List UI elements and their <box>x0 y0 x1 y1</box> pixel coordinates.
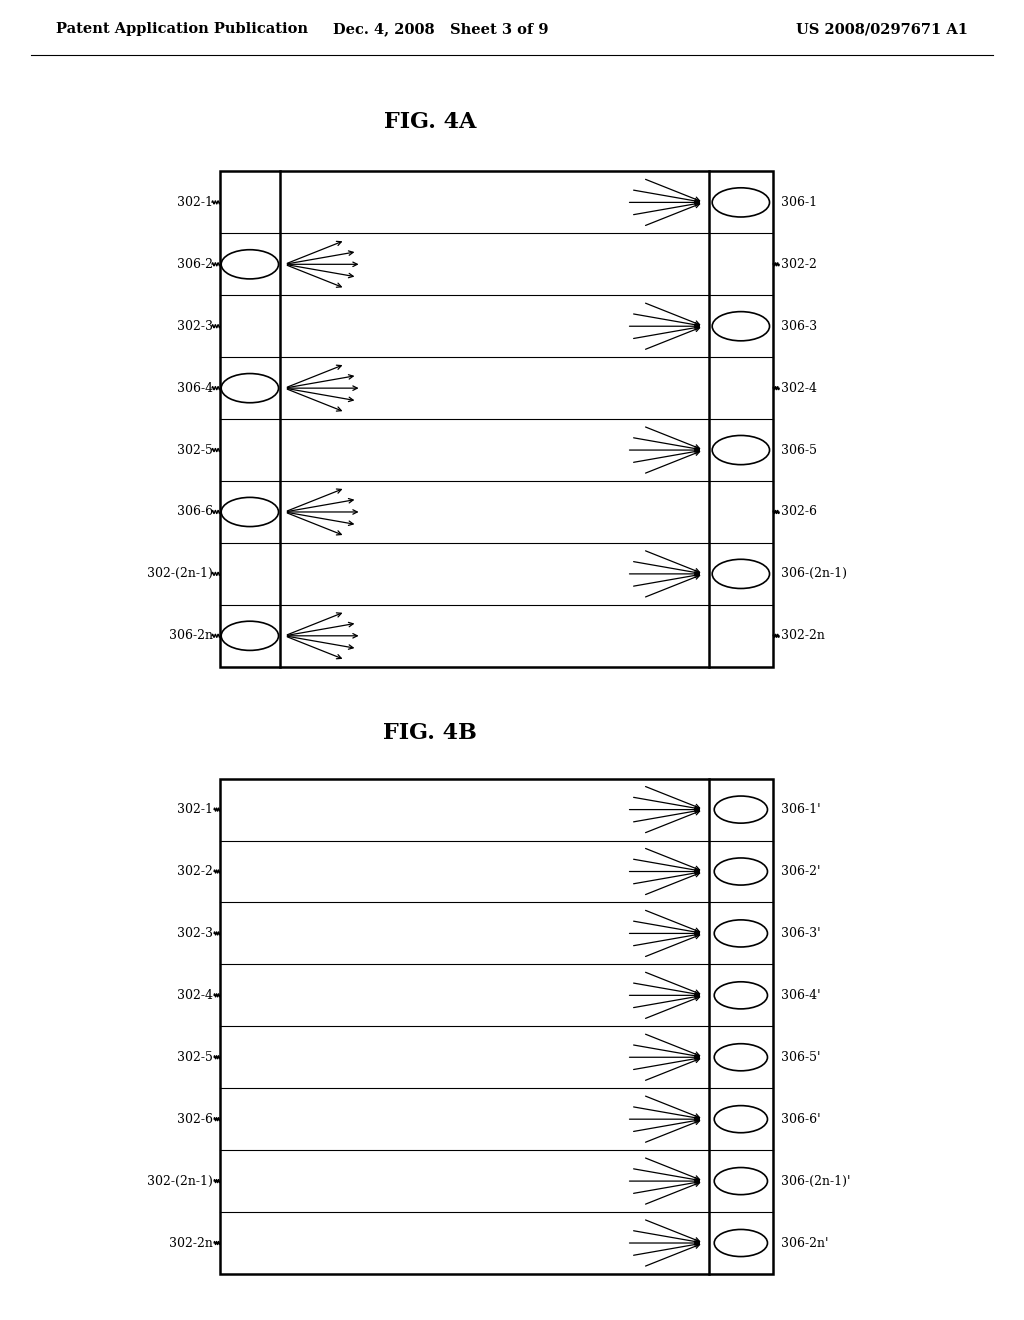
Circle shape <box>715 858 768 886</box>
Text: 302-2n: 302-2n <box>781 630 825 643</box>
Text: 302-1: 302-1 <box>177 803 213 816</box>
Text: 306-(2n-1): 306-(2n-1) <box>781 568 847 581</box>
Text: 302-6: 302-6 <box>177 1113 213 1126</box>
Circle shape <box>715 1167 768 1195</box>
Text: US 2008/0297671 A1: US 2008/0297671 A1 <box>796 22 968 36</box>
Circle shape <box>221 374 279 403</box>
Circle shape <box>713 187 770 216</box>
Text: 302-3: 302-3 <box>177 319 213 333</box>
Circle shape <box>715 1106 768 1133</box>
Bar <box>220 779 773 1274</box>
Text: 302-2: 302-2 <box>781 257 817 271</box>
Circle shape <box>715 1229 768 1257</box>
Bar <box>220 172 773 667</box>
Text: 306-4': 306-4' <box>781 989 821 1002</box>
Text: 306-2n: 306-2n <box>169 630 213 643</box>
Text: 302-4: 302-4 <box>781 381 817 395</box>
Text: 302-3: 302-3 <box>177 927 213 940</box>
Text: 302-1: 302-1 <box>177 195 213 209</box>
Text: 302-(2n-1): 302-(2n-1) <box>147 568 213 581</box>
Text: 302-2n: 302-2n <box>169 1237 213 1250</box>
Text: 306-4: 306-4 <box>177 381 213 395</box>
Text: FIG. 4B: FIG. 4B <box>383 722 477 744</box>
Circle shape <box>713 312 770 341</box>
Text: 302-5: 302-5 <box>177 1051 213 1064</box>
Text: 306-2: 306-2 <box>177 257 213 271</box>
Text: 306-(2n-1)': 306-(2n-1)' <box>781 1175 851 1188</box>
Text: 306-3': 306-3' <box>781 927 821 940</box>
Circle shape <box>221 622 279 651</box>
Text: 306-3: 306-3 <box>781 319 817 333</box>
Text: 302-4: 302-4 <box>177 989 213 1002</box>
Circle shape <box>715 920 768 946</box>
Text: 306-1: 306-1 <box>781 195 817 209</box>
Text: 306-2': 306-2' <box>781 865 821 878</box>
Text: 306-5: 306-5 <box>781 444 817 457</box>
Circle shape <box>713 560 770 589</box>
Text: 302-(2n-1): 302-(2n-1) <box>147 1175 213 1188</box>
Circle shape <box>715 982 768 1008</box>
Circle shape <box>713 436 770 465</box>
Circle shape <box>715 796 768 824</box>
Text: Dec. 4, 2008   Sheet 3 of 9: Dec. 4, 2008 Sheet 3 of 9 <box>333 22 548 36</box>
Circle shape <box>221 249 279 279</box>
Text: 306-2n': 306-2n' <box>781 1237 828 1250</box>
Text: 306-6': 306-6' <box>781 1113 821 1126</box>
Text: FIG. 4A: FIG. 4A <box>384 111 476 133</box>
Text: 302-5: 302-5 <box>177 444 213 457</box>
Circle shape <box>221 498 279 527</box>
Text: Patent Application Publication: Patent Application Publication <box>56 22 308 36</box>
Text: 302-6: 302-6 <box>781 506 817 519</box>
Text: 302-2: 302-2 <box>177 865 213 878</box>
Text: 306-6: 306-6 <box>177 506 213 519</box>
Text: 306-1': 306-1' <box>781 803 821 816</box>
Circle shape <box>715 1044 768 1071</box>
Text: 306-5': 306-5' <box>781 1051 821 1064</box>
